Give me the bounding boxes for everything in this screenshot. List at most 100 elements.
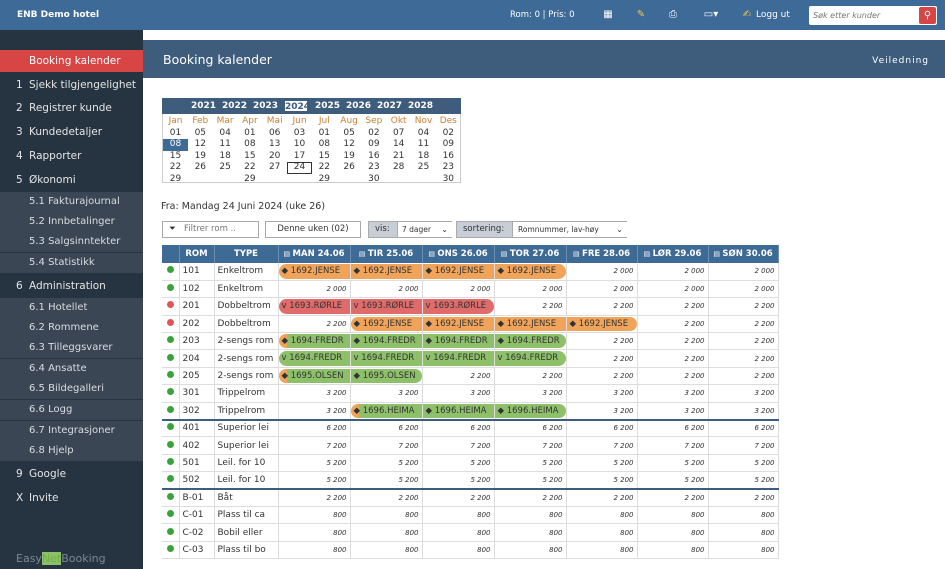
- booking-bar[interactable]: v 1694.FREDR: [278, 351, 349, 366]
- booking-bar[interactable]: ◆ 1692.JENSE: [422, 316, 493, 332]
- room-type[interactable]: Plass til bo: [214, 541, 279, 560]
- year-2023[interactable]: 2023: [253, 101, 279, 111]
- booking-bar[interactable]: ◆ 1692.JENSE: [422, 264, 493, 279]
- price-cell[interactable]: 3 200: [278, 384, 351, 403]
- price-cell[interactable]: 6 200: [708, 419, 779, 438]
- booking-cell[interactable]: ◆ 1692.JENSE: [566, 315, 638, 334]
- price-cell[interactable]: 800: [494, 506, 567, 525]
- week-date[interactable]: 15: [318, 150, 331, 161]
- booking-cell[interactable]: ◆ 1694.FREDR: [350, 332, 423, 351]
- price-cell[interactable]: 2 000: [566, 263, 638, 281]
- room-number[interactable]: 502: [179, 471, 215, 491]
- price-cell[interactable]: 5 200: [566, 471, 638, 491]
- logout-link[interactable]: Logg ut: [756, 10, 790, 20]
- price-cell[interactable]: 2 000: [422, 280, 495, 299]
- booking-cell[interactable]: v 1694.FREDR: [278, 349, 351, 368]
- price-cell[interactable]: 800: [350, 506, 423, 525]
- column-header[interactable]: ▤ LØR 29.06: [637, 245, 709, 263]
- price-cell[interactable]: 2 200: [566, 349, 638, 368]
- booking-cell[interactable]: ◆ 1692.JENSE: [422, 263, 495, 281]
- week-date[interactable]: 08: [318, 139, 331, 149]
- price-cell[interactable]: 2 200: [708, 315, 779, 334]
- week-date[interactable]: 11: [417, 139, 430, 149]
- price-cell[interactable]: 2 200: [566, 332, 638, 351]
- booking-bar[interactable]: ◆ 1692.JENSE: [566, 316, 636, 332]
- price-cell[interactable]: 6 200: [637, 419, 709, 438]
- price-cell[interactable]: 2 200: [422, 367, 495, 386]
- week-date[interactable]: 11: [219, 139, 231, 149]
- sidebar-item[interactable]: 6.7 Integrasjoner: [0, 421, 143, 441]
- booking-bar[interactable]: ◆ 1694.FREDR: [494, 334, 565, 349]
- price-cell[interactable]: 800: [708, 541, 779, 560]
- week-date[interactable]: 27: [268, 162, 281, 172]
- room-number[interactable]: 301: [179, 384, 215, 403]
- week-date[interactable]: 08: [163, 139, 188, 151]
- price-cell[interactable]: 2 200: [566, 367, 638, 386]
- week-date[interactable]: 24: [287, 162, 312, 174]
- price-cell[interactable]: 800: [422, 523, 495, 542]
- month-label[interactable]: Des: [439, 116, 457, 126]
- price-cell[interactable]: 3 200: [637, 402, 709, 421]
- price-cell[interactable]: 800: [637, 506, 709, 525]
- price-cell[interactable]: 5 200: [278, 454, 351, 473]
- week-date[interactable]: 16: [368, 150, 380, 161]
- sidebar-item[interactable]: 1 Sjekk tilgjengelighet: [0, 74, 143, 96]
- week-date[interactable]: 15: [244, 150, 256, 161]
- booking-cell[interactable]: v 1694.FREDR: [350, 349, 423, 368]
- sidebar-item[interactable]: 6 Administration: [0, 275, 143, 297]
- price-cell[interactable]: 800: [708, 506, 779, 525]
- week-date[interactable]: 30: [368, 173, 380, 184]
- week-date[interactable]: [213, 174, 238, 186]
- price-cell[interactable]: 2 200: [637, 349, 709, 368]
- week-date[interactable]: 13: [268, 139, 281, 149]
- sidebar-item[interactable]: 6.2 Rommene: [0, 318, 143, 338]
- booking-bar[interactable]: ◆ 1692.JENSE: [494, 316, 565, 332]
- booking-bar[interactable]: ◆ 1695.OLSEN: [350, 368, 421, 384]
- room-type[interactable]: Leil. for 10: [214, 454, 279, 473]
- sidebar-item[interactable]: 6.4 Ansatte: [0, 359, 143, 379]
- sort-select[interactable]: sortering: Romnummer, lav-høy ⌄: [456, 221, 627, 238]
- year-2021[interactable]: 2021: [191, 101, 217, 111]
- sidebar-item[interactable]: 6.1 Hotellet: [0, 298, 143, 318]
- booking-bar[interactable]: v 1694.FREDR: [350, 351, 421, 366]
- language-flag-icon[interactable]: ▭▾: [703, 9, 719, 20]
- booking-cell[interactable]: ◆ 1696.HEIMA: [350, 402, 423, 421]
- room-type[interactable]: Dobbeltrom: [214, 297, 279, 316]
- room-number[interactable]: B-01: [179, 489, 215, 507]
- booking-cell[interactable]: ◆ 1695.OLSEN: [350, 367, 423, 386]
- price-cell[interactable]: 2 200: [494, 489, 567, 507]
- price-cell[interactable]: 7 200: [637, 436, 709, 455]
- room-type[interactable]: 2-sengs rom: [214, 367, 279, 386]
- price-cell[interactable]: 2 200: [708, 349, 779, 368]
- price-cell[interactable]: 2 000: [637, 263, 709, 281]
- week-date[interactable]: 09: [368, 139, 380, 149]
- room-number[interactable]: 205: [179, 367, 215, 386]
- price-cell[interactable]: 5 200: [637, 471, 709, 491]
- price-cell[interactable]: 5 200: [422, 471, 495, 491]
- price-cell[interactable]: 2 200: [566, 489, 638, 507]
- view-select[interactable]: vis: 7 dager ⌄: [368, 221, 452, 238]
- price-cell[interactable]: 3 200: [566, 384, 638, 403]
- price-cell[interactable]: 800: [422, 506, 495, 525]
- price-cell[interactable]: 3 200: [708, 402, 779, 421]
- price-cell[interactable]: 5 200: [708, 454, 779, 473]
- room-number[interactable]: C-03: [179, 541, 215, 560]
- price-cell[interactable]: 6 200: [278, 419, 351, 438]
- price-cell[interactable]: 800: [494, 541, 567, 560]
- price-cell[interactable]: 2 200: [637, 367, 709, 386]
- room-number[interactable]: 401: [179, 419, 215, 438]
- booking-cell[interactable]: v 1693.RØRLE: [350, 297, 423, 316]
- price-cell[interactable]: 2 200: [350, 489, 423, 507]
- room-type[interactable]: Bobil eller: [214, 523, 279, 542]
- week-date[interactable]: 19: [194, 150, 207, 161]
- price-cell[interactable]: 2 200: [494, 297, 567, 316]
- week-date[interactable]: 22: [318, 162, 331, 172]
- search-input[interactable]: [813, 8, 917, 23]
- week-date[interactable]: 15: [169, 150, 182, 161]
- week-date[interactable]: 02: [368, 127, 380, 138]
- week-date[interactable]: 25: [219, 162, 231, 172]
- price-cell[interactable]: 2 200: [708, 297, 779, 316]
- week-date[interactable]: 18: [219, 150, 231, 161]
- week-date[interactable]: 22: [244, 162, 256, 172]
- tag-icon[interactable]: ✎: [636, 9, 646, 20]
